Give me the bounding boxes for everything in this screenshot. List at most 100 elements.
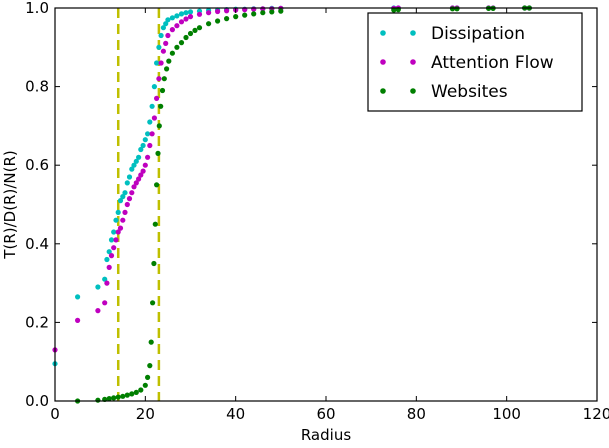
legend-entry: Attention Flow bbox=[380, 53, 554, 73]
data-point bbox=[142, 162, 148, 168]
data-point bbox=[113, 237, 119, 243]
data-point bbox=[95, 308, 101, 314]
data-point bbox=[104, 280, 110, 286]
data-point bbox=[251, 6, 257, 12]
data-point bbox=[449, 6, 456, 12]
data-point bbox=[187, 14, 194, 20]
data-point bbox=[174, 44, 180, 50]
data-point bbox=[145, 374, 151, 380]
data-point bbox=[160, 25, 166, 31]
data-point bbox=[152, 221, 158, 227]
data-point bbox=[136, 154, 142, 160]
legend-entry: Websites bbox=[380, 82, 508, 102]
data-point bbox=[224, 16, 230, 22]
data-point bbox=[260, 10, 266, 16]
data-point bbox=[115, 209, 121, 215]
data-point bbox=[133, 158, 139, 164]
data-point bbox=[178, 11, 185, 17]
legend-marker bbox=[410, 88, 416, 94]
data-point bbox=[117, 225, 124, 231]
data-point bbox=[129, 391, 135, 397]
y-tick-label: 0.2 bbox=[25, 313, 49, 331]
data-point bbox=[150, 300, 156, 306]
data-point bbox=[95, 397, 101, 403]
data-point bbox=[174, 13, 180, 19]
plot-marks bbox=[52, 5, 532, 404]
data-point bbox=[151, 260, 157, 267]
y-tick-label: 0.6 bbox=[25, 156, 49, 174]
data-point bbox=[155, 150, 161, 156]
legend-label: Attention Flow bbox=[431, 53, 554, 73]
data-point bbox=[151, 115, 157, 121]
data-point bbox=[140, 168, 146, 174]
data-point bbox=[133, 180, 139, 186]
data-point bbox=[178, 19, 185, 25]
data-point bbox=[391, 7, 397, 13]
data-point bbox=[161, 76, 167, 82]
x-tick-label: 0 bbox=[50, 405, 60, 423]
data-point bbox=[156, 123, 162, 129]
data-point bbox=[136, 176, 142, 182]
data-point bbox=[129, 166, 135, 172]
legend-marker bbox=[380, 88, 386, 94]
data-point bbox=[95, 284, 101, 290]
data-point bbox=[278, 8, 284, 14]
legend-entry: Dissipation bbox=[380, 24, 525, 44]
data-point bbox=[106, 264, 112, 270]
legend-label: Dissipation bbox=[431, 24, 525, 44]
data-point bbox=[147, 142, 153, 149]
data-point bbox=[187, 30, 194, 37]
data-point bbox=[131, 162, 137, 168]
x-tick-label: 20 bbox=[136, 405, 155, 423]
y-tick-label: 0.8 bbox=[25, 78, 49, 96]
data-point bbox=[215, 18, 221, 24]
data-point bbox=[169, 15, 175, 21]
data-point bbox=[165, 17, 171, 23]
data-point bbox=[165, 32, 171, 39]
data-point bbox=[75, 317, 81, 323]
data-point bbox=[156, 76, 162, 82]
data-point bbox=[242, 12, 248, 18]
data-point bbox=[151, 84, 157, 90]
series-websites bbox=[75, 5, 532, 404]
data-point bbox=[115, 229, 121, 235]
data-point bbox=[183, 16, 189, 22]
axis-ticks: 0 20 40 60 80 100 120 0.0 0.2 0.4 0.6 0.8 1.0 bbox=[25, 0, 609, 423]
data-point bbox=[102, 276, 108, 282]
data-point bbox=[251, 11, 257, 17]
data-point bbox=[269, 9, 275, 15]
data-point bbox=[138, 146, 144, 153]
data-point bbox=[163, 21, 169, 27]
data-point bbox=[138, 387, 144, 393]
data-point bbox=[178, 40, 185, 46]
data-point bbox=[154, 60, 160, 66]
y-tick-label: 1.0 bbox=[25, 0, 49, 17]
data-point bbox=[124, 201, 130, 208]
legend-marker bbox=[380, 59, 386, 65]
data-point bbox=[102, 300, 108, 306]
data-point bbox=[120, 194, 126, 200]
data-point bbox=[163, 40, 169, 47]
data-point bbox=[206, 10, 212, 16]
data-point bbox=[108, 237, 115, 243]
data-point bbox=[145, 154, 151, 160]
data-point bbox=[159, 87, 166, 94]
data-point bbox=[111, 229, 117, 235]
data-point bbox=[111, 245, 117, 251]
data-point bbox=[206, 21, 212, 27]
data-point bbox=[147, 363, 153, 369]
data-point bbox=[126, 196, 133, 202]
data-point bbox=[233, 14, 239, 20]
data-point bbox=[192, 27, 198, 33]
x-tick-label: 120 bbox=[583, 405, 609, 423]
data-point bbox=[117, 198, 124, 204]
legend-label: Websites bbox=[431, 82, 508, 102]
data-point bbox=[106, 249, 112, 255]
data-point bbox=[164, 66, 170, 72]
data-point bbox=[169, 27, 175, 33]
data-point bbox=[454, 6, 460, 12]
data-point bbox=[124, 180, 130, 186]
data-point bbox=[122, 190, 128, 196]
data-point bbox=[131, 184, 137, 190]
